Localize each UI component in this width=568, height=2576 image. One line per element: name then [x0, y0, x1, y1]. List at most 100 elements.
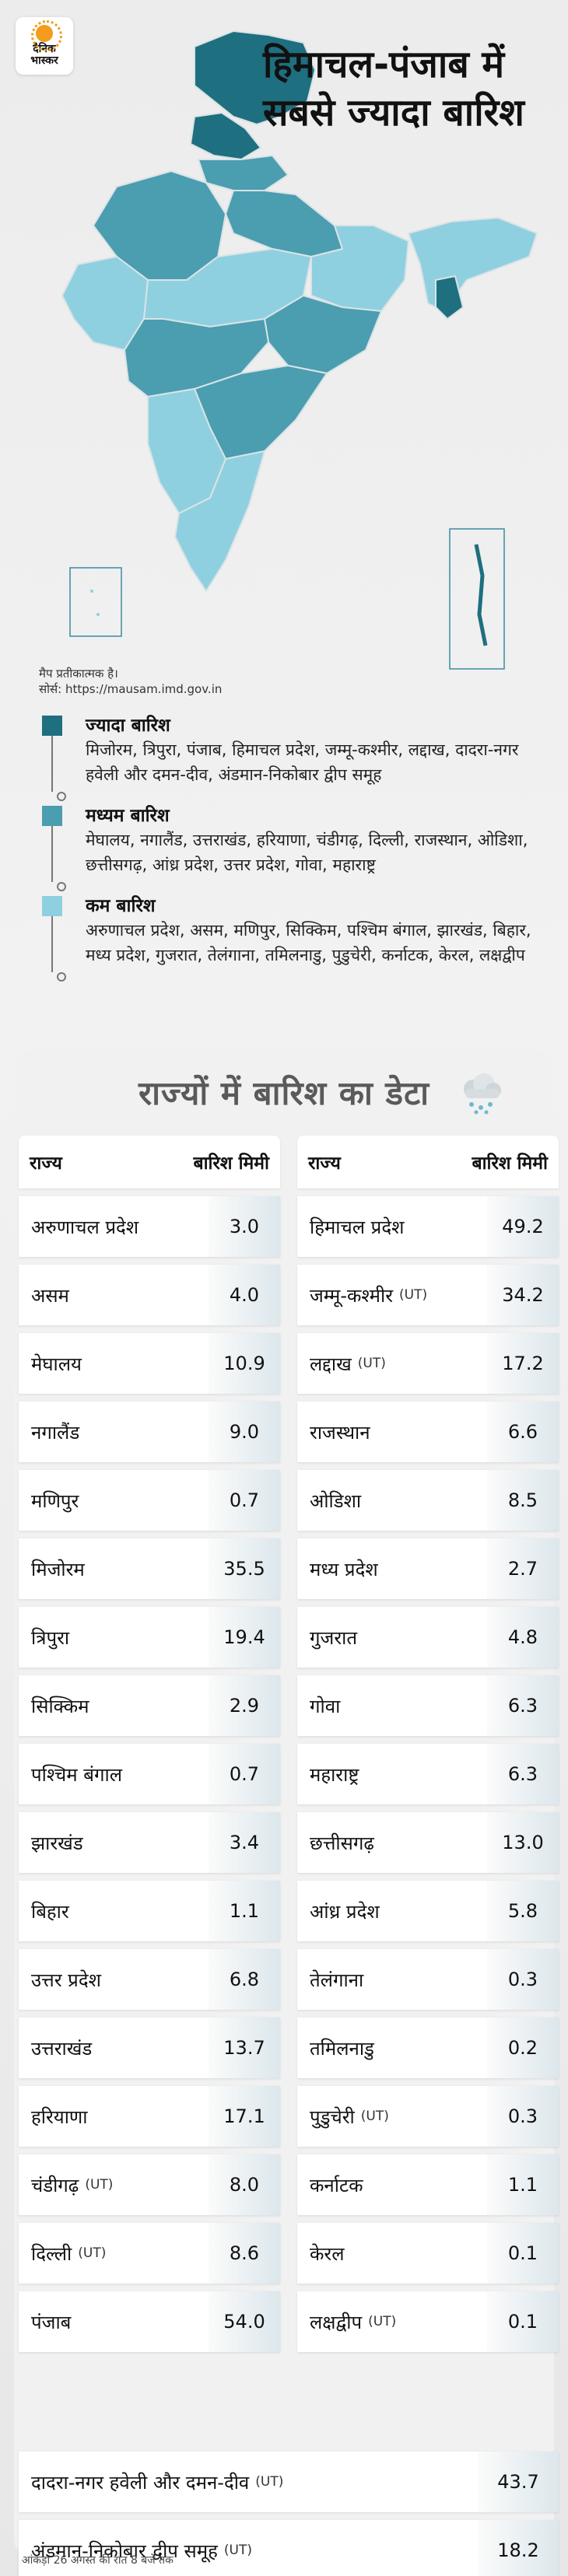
- rain-value: 0.3: [487, 2086, 559, 2147]
- state-label: उत्तराखंड: [31, 2037, 93, 2060]
- state-name: तेलंगाना: [297, 1949, 487, 2010]
- state-label: तमिलनाडु: [310, 2037, 374, 2060]
- ut-tag: (UT): [368, 2314, 397, 2329]
- state-label: मिजोरम: [31, 1558, 85, 1580]
- state-name: तमिलनाडु: [297, 2018, 487, 2078]
- rainfall-legend: ज्यादा बारिश मिजोरम, त्रिपुरा, पंजाब, हि…: [42, 714, 540, 985]
- state-label: त्रिपुरा: [31, 1626, 70, 1649]
- table-row: बिहार 1.1: [19, 1881, 280, 1941]
- state-label: अरुणाचल प्रदेश: [31, 1216, 139, 1238]
- map-region-northeast: [407, 216, 538, 313]
- map-region-north: [197, 154, 289, 191]
- rain-value: 4.0: [209, 1265, 280, 1325]
- ut-tag: (UT): [223, 2543, 252, 2558]
- rain-value: 6.3: [487, 1675, 559, 1736]
- map-region-south: [174, 450, 266, 593]
- rain-value: 17.1: [209, 2086, 280, 2147]
- state-label: कर्नाटक: [310, 2174, 363, 2196]
- state-name: जम्मू-कश्मीर (UT): [297, 1265, 487, 1325]
- state-name: गोवा: [297, 1675, 487, 1736]
- table-column-right: राज्य बारिश मिमी हिमाचल प्रदेश 49.2 जम्मू-…: [297, 1136, 559, 2360]
- map-region-chh-odisha: [263, 294, 383, 375]
- legend-item-medium: मध्यम बारिश मेघालय, नगालैंड, उत्तराखंड, …: [42, 804, 540, 891]
- rain-value: 6.6: [487, 1402, 559, 1462]
- table-row: महाराष्ट्र 6.3: [297, 1744, 559, 1804]
- state-label: गुजरात: [310, 1626, 358, 1649]
- state-label: लद्दाख: [310, 1353, 352, 1375]
- map-region-mizoram-tripura: [435, 275, 465, 320]
- state-name: मध्य प्रदेश: [297, 1538, 487, 1599]
- table-row: मेघालय 10.9: [19, 1333, 280, 1394]
- state-label: हिमाचल प्रदेश: [310, 1216, 405, 1238]
- rain-value: 35.5: [209, 1538, 280, 1599]
- state-name: बिहार: [19, 1881, 209, 1941]
- legend-title: मध्यम बारिश: [86, 806, 170, 826]
- state-label: ओडिशा: [310, 1489, 362, 1512]
- legend-states: मिजोरम, त्रिपुरा, पंजाब, हिमाचल प्रदेश, …: [86, 740, 519, 784]
- state-name: लक्षद्वीप (UT): [297, 2291, 487, 2352]
- table-row: लक्षद्वीप (UT) 0.1: [297, 2291, 559, 2352]
- rain-value: 13.7: [209, 2018, 280, 2078]
- state-name: हरियाणा: [19, 2086, 209, 2147]
- rain-value: 0.3: [487, 1949, 559, 2010]
- ut-tag: (UT): [357, 1356, 386, 1371]
- table-row: अरुणाचल प्रदेश 3.0: [19, 1196, 280, 1257]
- table-row: उत्तराखंड 13.7: [19, 2018, 280, 2078]
- rain-value: 13.0: [487, 1812, 559, 1873]
- state-name: नगालैंड: [19, 1402, 209, 1462]
- legend-item-high: ज्यादा बारिश मिजोरम, त्रिपुरा, पंजाब, हि…: [42, 714, 540, 801]
- rain-value: 3.4: [209, 1812, 280, 1873]
- map-inset-andaman: [449, 528, 505, 670]
- rain-value: 49.2: [487, 1196, 559, 1257]
- map-region-maharashtra: [123, 317, 270, 398]
- map-source: सोर्स: https://mausam.imd.gov.in: [39, 682, 223, 696]
- table-wide-rows: दादरा-नगर हवेली और दमन-दीव (UT) 43.7 अंडमान…: [19, 2452, 559, 2576]
- state-label: महाराष्ट्र: [310, 1763, 359, 1786]
- state-label: लक्षद्वीप: [310, 2311, 363, 2333]
- rain-value: 6.3: [487, 1744, 559, 1804]
- rain-value: 3.0: [209, 1196, 280, 1257]
- ut-tag: (UT): [255, 2474, 284, 2490]
- map-region-hp-punjab: [189, 111, 262, 161]
- rain-value: 0.1: [487, 2291, 559, 2352]
- state-name: राजस्थान: [297, 1402, 487, 1462]
- rain-value: 17.2: [487, 1333, 559, 1394]
- state-label: दादरा-नगर हवेली और दमन-दीव: [31, 2471, 250, 2494]
- rain-value: 2.9: [209, 1675, 280, 1736]
- rain-cloud-icon: [464, 1073, 501, 1115]
- state-name: त्रिपुरा: [19, 1607, 209, 1668]
- state-label: छत्तीसगढ़: [310, 1832, 374, 1854]
- state-name: असम: [19, 1265, 209, 1325]
- map-disclaimer: मैप प्रतीकात्मक है।: [39, 667, 118, 681]
- state-name: केरल: [297, 2223, 487, 2284]
- table-row: मिजोरम 35.5: [19, 1538, 280, 1599]
- table-row: असम 4.0: [19, 1265, 280, 1325]
- table-row: तमिलनाडु 0.2: [297, 2018, 559, 2078]
- map-note: मैप प्रतीकात्मक है। सोर्स: https://mausa…: [39, 666, 222, 697]
- table-header: राज्य बारिश मिमी: [19, 1136, 280, 1188]
- ut-tag: (UT): [85, 2177, 114, 2193]
- rain-data-table: राज्यों में बारिश का डेटा राज्य बारिश मि…: [14, 1050, 559, 2576]
- table-row: कर्नाटक 1.1: [297, 2154, 559, 2215]
- rain-value: 0.2: [487, 2018, 559, 2078]
- sun-icon: [31, 20, 62, 51]
- rain-value: 18.2: [478, 2520, 559, 2576]
- state-label: सिक्किम: [31, 1695, 89, 1717]
- state-name: महाराष्ट्र: [297, 1744, 487, 1804]
- rain-value: 6.8: [209, 1949, 280, 2010]
- table-row: नगालैंड 9.0: [19, 1402, 280, 1462]
- page-headline: हिमाचल-पंजाब में सबसे ज्यादा बारिश: [263, 43, 524, 135]
- brand-logo: दैनिक भास्कर: [16, 17, 73, 75]
- table-row: हिमाचल प्रदेश 49.2: [297, 1196, 559, 1257]
- table-row: ओडिशा 8.5: [297, 1470, 559, 1531]
- state-label: मणिपुर: [31, 1489, 79, 1512]
- rain-value: 1.1: [487, 2154, 559, 2215]
- rain-value: 9.0: [209, 1402, 280, 1462]
- table-row: जम्मू-कश्मीर (UT) 34.2: [297, 1265, 559, 1325]
- table-row: आंध्र प्रदेश 5.8: [297, 1881, 559, 1941]
- state-name: झारखंड: [19, 1812, 209, 1873]
- state-label: राजस्थान: [310, 1421, 370, 1444]
- state-label: पुडुचेरी: [310, 2105, 355, 2128]
- state-name: पुडुचेरी (UT): [297, 2086, 487, 2147]
- state-label: दिल्ली: [31, 2242, 72, 2265]
